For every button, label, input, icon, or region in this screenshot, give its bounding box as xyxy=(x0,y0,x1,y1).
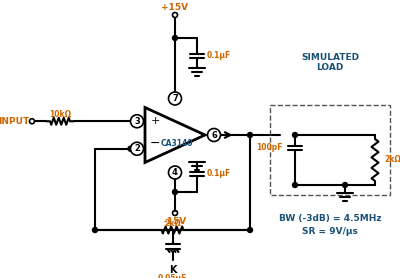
Text: 10kΩ: 10kΩ xyxy=(49,110,71,119)
Text: 7: 7 xyxy=(172,94,178,103)
Text: 4: 4 xyxy=(172,168,178,177)
Circle shape xyxy=(248,227,252,232)
Text: +15V: +15V xyxy=(162,4,188,13)
Text: 2: 2 xyxy=(134,144,140,153)
Circle shape xyxy=(130,142,144,155)
Text: 0.1μF: 0.1μF xyxy=(207,51,231,61)
Text: CA3140: CA3140 xyxy=(161,138,193,148)
Circle shape xyxy=(130,115,144,128)
Bar xyxy=(270,105,390,195)
Circle shape xyxy=(172,190,178,195)
Text: -15V: -15V xyxy=(163,217,187,227)
Circle shape xyxy=(128,146,133,151)
Circle shape xyxy=(342,182,348,187)
Text: LOAD: LOAD xyxy=(316,63,344,73)
Text: 100pF: 100pF xyxy=(256,143,283,153)
Circle shape xyxy=(168,92,182,105)
Circle shape xyxy=(172,36,178,41)
Text: K: K xyxy=(169,265,176,275)
Circle shape xyxy=(208,128,220,142)
Circle shape xyxy=(248,133,252,138)
Text: 0.05μF: 0.05μF xyxy=(158,274,187,278)
Circle shape xyxy=(292,133,298,138)
Text: 2kΩ: 2kΩ xyxy=(384,155,400,165)
Text: 6: 6 xyxy=(211,130,217,140)
Circle shape xyxy=(292,182,298,187)
Text: 0.1μF: 0.1μF xyxy=(207,170,231,178)
Text: BW (-3dB) = 4.5MHz: BW (-3dB) = 4.5MHz xyxy=(279,214,381,222)
Text: +: + xyxy=(150,116,160,126)
Text: SIMULATED: SIMULATED xyxy=(301,53,359,63)
Circle shape xyxy=(92,227,98,232)
Text: 3: 3 xyxy=(134,117,140,126)
Text: 2kΩ: 2kΩ xyxy=(164,219,181,227)
Text: INPUT: INPUT xyxy=(0,117,29,126)
Text: −: − xyxy=(150,136,160,150)
Text: SR = 9V/μs: SR = 9V/μs xyxy=(302,227,358,237)
Circle shape xyxy=(168,166,182,179)
